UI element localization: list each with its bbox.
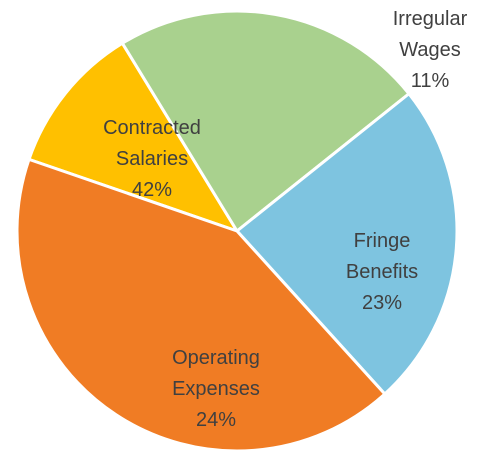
data-label-irregular-wages: Irregular Wages 11% (393, 8, 468, 92)
data-label-category-line: Contracted (103, 117, 201, 139)
data-label-category-line: Fringe (354, 230, 411, 252)
pie-labels: Irregular Wages 11% Fringe Benefits 23% Operat… (103, 8, 467, 431)
data-label-category-line: Expenses (172, 378, 260, 400)
data-label-category-line: Benefits (346, 261, 418, 283)
data-label-operating-expenses: Operating Expenses 24% (172, 347, 260, 431)
data-label-fringe-benefits: Fringe Benefits 23% (346, 230, 418, 314)
pie-slice-contracted-salaries (15, 157, 387, 450)
pie-slices (15, 9, 459, 450)
data-label-category-line: Operating (172, 347, 260, 369)
data-label-category-line: Irregular (393, 8, 468, 30)
data-label-category-line: Salaries (116, 148, 188, 170)
pie-slice-irregular-wages (27, 41, 239, 233)
data-label-percent: 11% (411, 70, 450, 92)
data-label-percent: 24% (196, 409, 236, 431)
pie-slice-operating-expenses (235, 92, 459, 396)
data-label-percent: 42% (132, 179, 172, 201)
data-label-contracted-salaries: Contracted Salaries 42% (103, 117, 201, 201)
data-label-percent: 23% (362, 292, 402, 314)
pie-slice-fringe-benefits (120, 9, 411, 233)
data-label-category-line: Wages (399, 39, 461, 61)
